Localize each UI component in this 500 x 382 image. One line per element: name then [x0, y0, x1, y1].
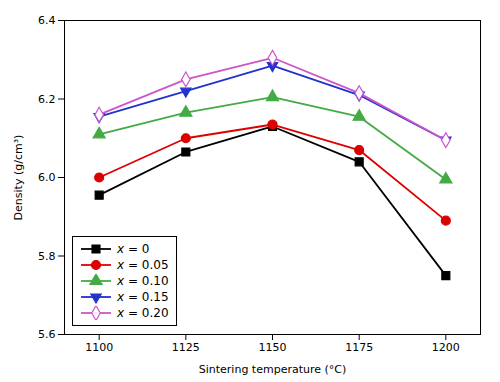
svg-text:Sintering temperature (°C): Sintering temperature (°C): [199, 363, 347, 376]
html-text:x = 0.10: x = 0.10: [117, 274, 169, 288]
svg-text:1125: 1125: [172, 341, 200, 354]
svg-text:1100: 1100: [85, 341, 113, 354]
html-text:x = 0.20: x = 0.20: [117, 306, 169, 320]
svg-text:6.0: 6.0: [38, 171, 56, 184]
svg-text:5.6: 5.6: [38, 328, 56, 341]
svg-text:1200: 1200: [432, 341, 460, 354]
svg-text:Density (g/cm³): Density (g/cm³): [12, 135, 25, 221]
svg-text:6.4: 6.4: [38, 14, 56, 27]
svg-text:1150: 1150: [259, 341, 287, 354]
html-text:x = 0.05: x = 0.05: [117, 258, 169, 272]
html-text:x = 0.15: x = 0.15: [117, 290, 169, 304]
html-text:x = 0: x = 0: [117, 242, 150, 256]
svg-text:1175: 1175: [345, 341, 373, 354]
svg-text:5.8: 5.8: [38, 250, 56, 263]
svg-text:6.2: 6.2: [38, 93, 56, 106]
